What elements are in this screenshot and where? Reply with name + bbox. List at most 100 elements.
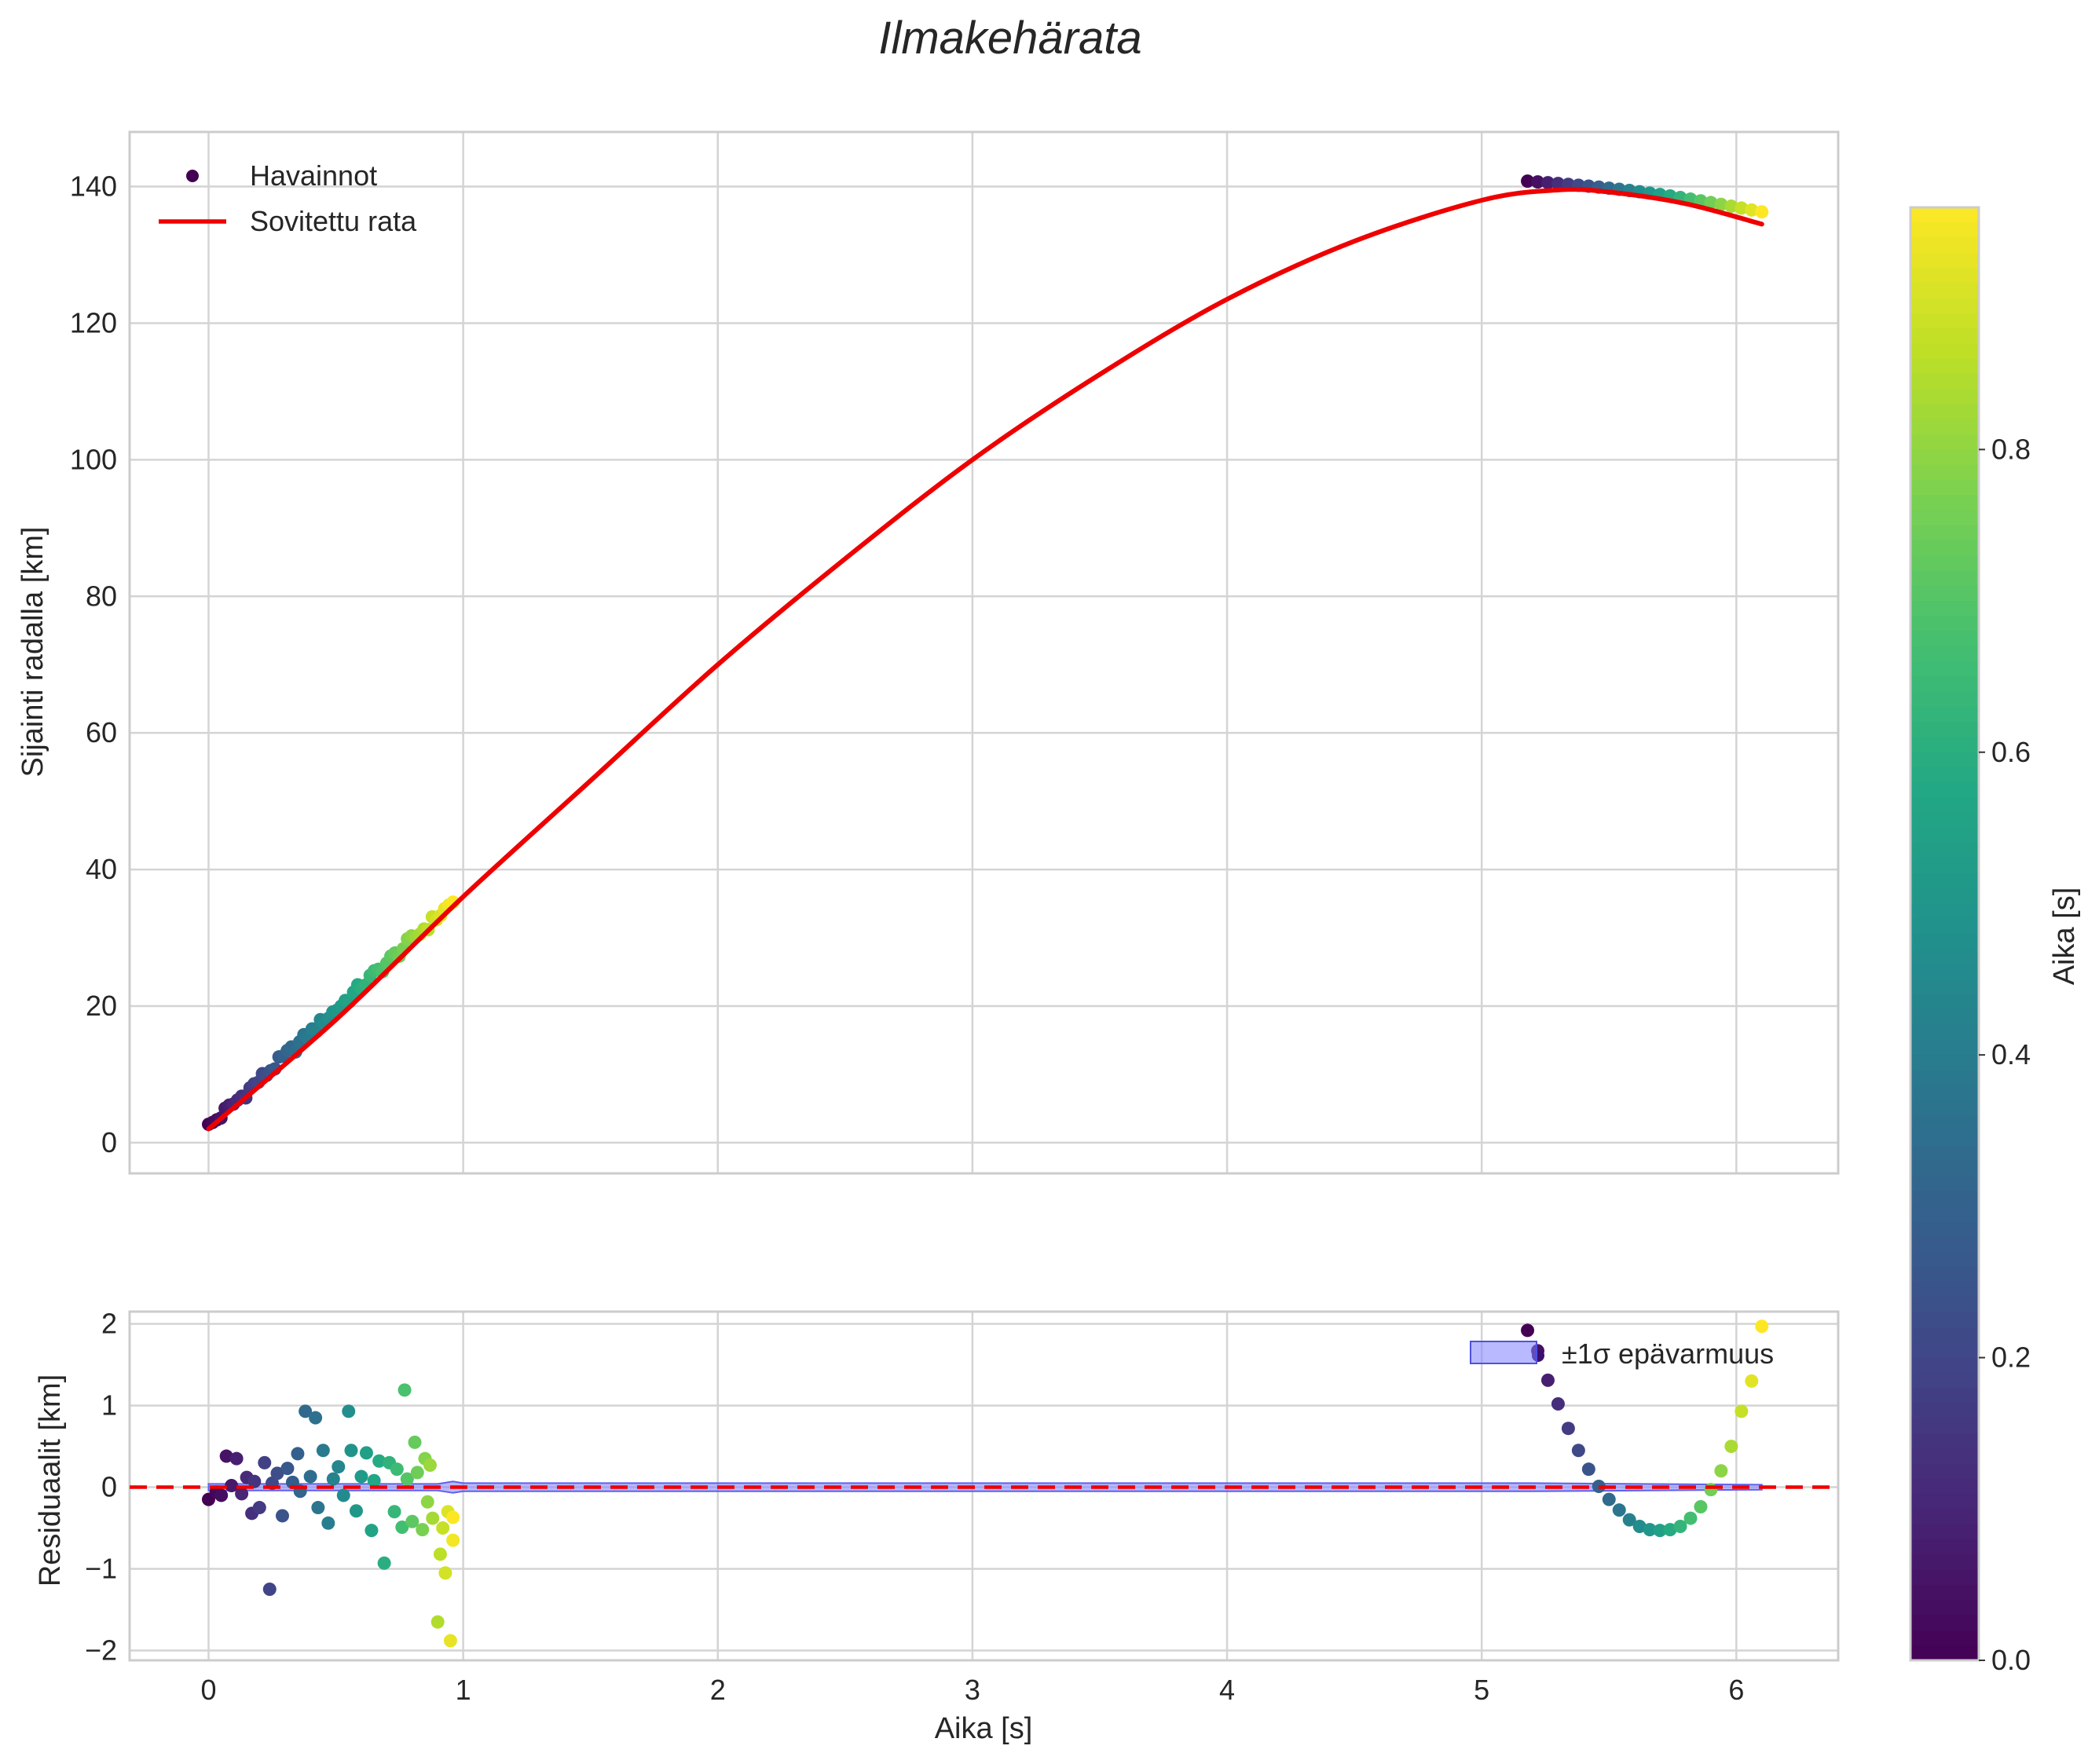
residual-point <box>1663 1523 1677 1537</box>
colorbar-gradient-step <box>1910 706 1979 723</box>
colorbar-gradient-step <box>1910 1221 1979 1238</box>
residual-point <box>342 1404 356 1418</box>
residual-point <box>405 1514 419 1528</box>
observation-point <box>1724 199 1738 214</box>
main-legend: Havainnot Sovitettu rata <box>159 159 417 237</box>
observation-point <box>1704 196 1718 210</box>
residual-point <box>364 1524 379 1538</box>
observation-point <box>1531 175 1545 189</box>
colorbar-gradient-step <box>1910 1161 1979 1177</box>
legend-fit-label: Sovitettu rata <box>250 205 417 237</box>
colorbar-gradient-step <box>1910 1584 1979 1601</box>
colorbar-gradient-step <box>1910 1645 1979 1661</box>
main-y-axis-label: Sijainti radalla [km] <box>16 527 49 778</box>
colorbar-gradient-step <box>1910 616 1979 632</box>
residual-point <box>1694 1500 1708 1514</box>
colorbar-gradient-step <box>1910 1448 1979 1465</box>
colorbar-gradient-step <box>1910 1630 1979 1646</box>
main-plot-frame <box>128 130 1840 1175</box>
residual-point <box>1735 1404 1749 1418</box>
colorbar-gradient-step <box>1910 676 1979 693</box>
residual-point <box>438 1566 452 1580</box>
residual-point <box>321 1516 335 1530</box>
observation-point <box>1540 176 1555 190</box>
colorbar-gradient-step <box>1910 691 1979 708</box>
colorbar-gradient-step <box>1910 1615 1979 1631</box>
colorbar-gradient-step <box>1910 540 1979 557</box>
colorbar-gradient-step <box>1910 1494 1979 1510</box>
colorbar-label: Aika [s] <box>2048 887 2081 986</box>
main-y-tick-label: 0 <box>101 1126 117 1158</box>
residual-point <box>377 1556 391 1570</box>
residual-point <box>410 1466 424 1480</box>
residual-point <box>258 1455 272 1469</box>
residual-point <box>359 1446 373 1460</box>
colorbar-gradient-step <box>1910 237 1979 254</box>
colorbar-gradient-step <box>1910 1403 1979 1419</box>
residual-point <box>299 1404 313 1418</box>
observation-point <box>1735 201 1749 215</box>
residual-point <box>1602 1492 1616 1506</box>
x-axis-label: Aika [s] <box>935 1712 1033 1745</box>
colorbar-gradient-step <box>1910 449 1979 466</box>
residual-point <box>446 1510 460 1524</box>
colorbar-gradient-step <box>1910 1554 1979 1571</box>
residual-point <box>420 1495 434 1509</box>
residual-point <box>344 1444 358 1458</box>
colorbar-gradient-step <box>1910 994 1979 1011</box>
colorbar-frame <box>1909 206 1980 1662</box>
colorbar-gradient-step <box>1910 979 1979 995</box>
colorbar-gradient-step <box>1910 1433 1979 1450</box>
residual-point <box>1704 1483 1718 1497</box>
colorbar: 0.0 0.2 0.4 0.6 0.8 <box>1909 206 2031 1676</box>
residual-point <box>316 1444 330 1458</box>
colorbar-gradient-step <box>1910 313 1979 329</box>
fit-curve-line <box>206 187 1764 1132</box>
colorbar-gradient-step <box>1910 328 1979 345</box>
colorbar-gradient-step <box>1910 828 1979 844</box>
residual-point <box>367 1473 381 1488</box>
residual-point <box>309 1411 323 1425</box>
residual-point <box>1632 1519 1647 1533</box>
residual-point <box>326 1472 340 1486</box>
chart-title: Ilmakehärata <box>878 13 1141 64</box>
colorbar-gradient-step <box>1910 1297 1979 1313</box>
residual-point <box>433 1547 447 1561</box>
main-plot-area <box>130 132 1838 1173</box>
residual-point <box>336 1488 350 1502</box>
colorbar-gradient-step <box>1910 222 1979 239</box>
colorbar-gradient-step <box>1910 404 1979 420</box>
colorbar-gradient-step <box>1910 1282 1979 1298</box>
residual-point <box>229 1451 244 1466</box>
colorbar-gradient-step <box>1910 1236 1979 1253</box>
colorbar-gradient-step <box>1910 812 1979 829</box>
residual-point <box>1643 1523 1657 1537</box>
colorbar-gradient-step <box>1910 934 1979 950</box>
residual-point <box>1612 1503 1626 1517</box>
colorbar-gradient-step <box>1910 646 1979 662</box>
residual-point <box>395 1521 409 1535</box>
colorbar-gradient-step <box>1910 1115 1979 1132</box>
residual-point <box>423 1458 437 1472</box>
main-y-tick-label: 80 <box>86 580 117 612</box>
residual-point <box>426 1511 440 1525</box>
colorbar-gradient-step <box>1910 555 1979 572</box>
colorbar-gradient-step <box>1910 252 1979 269</box>
colorbar-gradient-step <box>1910 283 1979 299</box>
colorbar-gradient-step <box>1910 1463 1979 1480</box>
observation-point <box>1551 177 1565 191</box>
main-trajectory-plot: 0 20 40 60 80 100 120 140 <box>70 130 1840 1175</box>
colorbar-gradient-step <box>1910 903 1979 920</box>
residual-point <box>436 1521 450 1535</box>
colorbar-gradient-step <box>1910 1085 1979 1101</box>
residual-point <box>1571 1444 1585 1458</box>
residual-point <box>390 1462 404 1477</box>
x-tick-label: 5 <box>1474 1674 1489 1706</box>
residual-point <box>1714 1464 1728 1478</box>
colorbar-gradient-step <box>1910 1509 1979 1525</box>
colorbar-gradient-step <box>1910 1312 1979 1328</box>
colorbar-gradient-step <box>1910 661 1979 678</box>
residual-point <box>354 1469 368 1484</box>
observation-point <box>1714 197 1728 211</box>
